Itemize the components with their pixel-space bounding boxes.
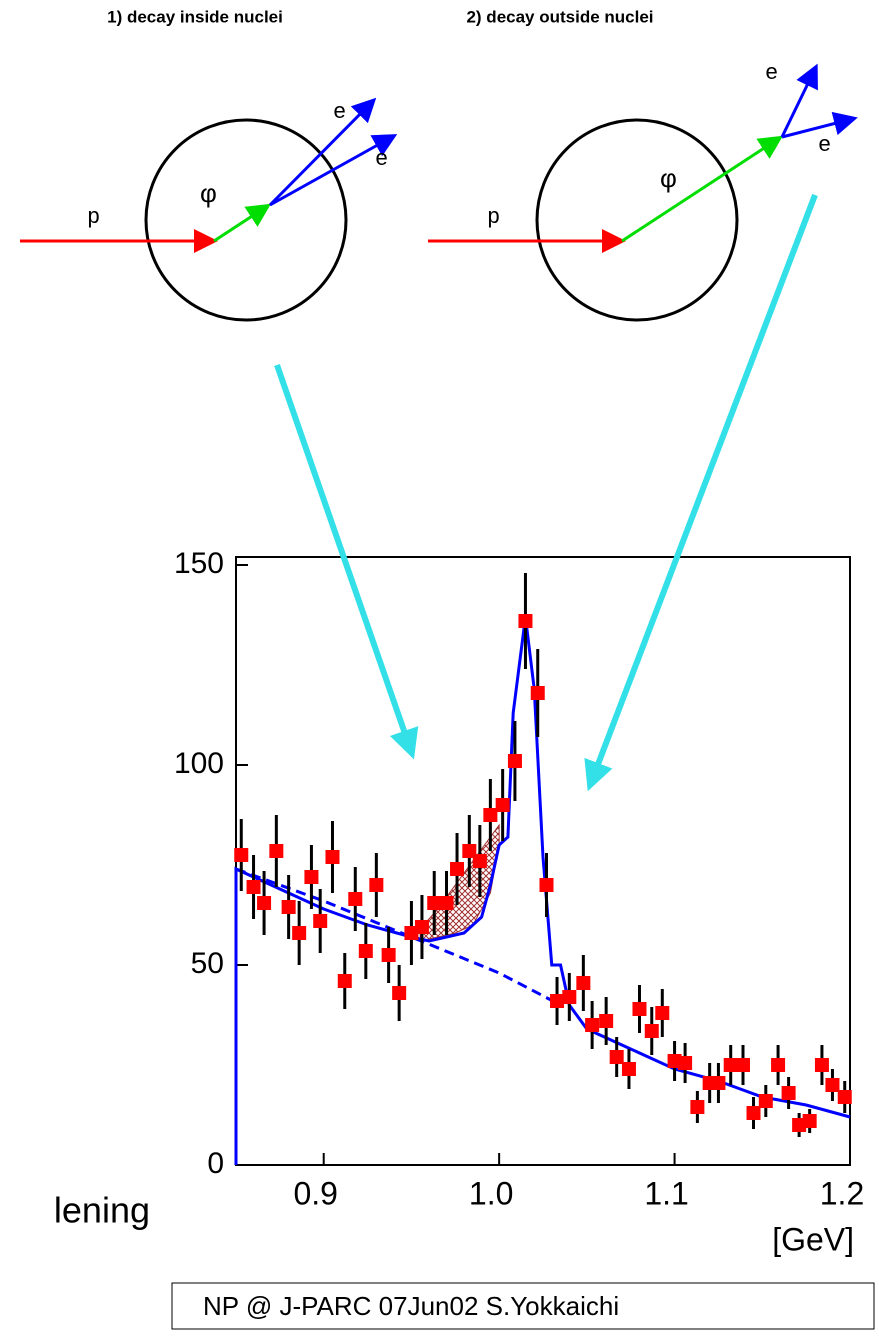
data-point [369,878,384,892]
y-tick-label: 150 [174,547,224,580]
data-point [609,1050,624,1064]
data-point [483,808,498,822]
data-point [439,896,454,910]
x-tick-label: 1.1 [644,1175,688,1211]
data-point [735,1058,750,1072]
data-point [337,974,352,988]
data-point [313,914,328,928]
data-point [655,1006,670,1020]
data-point [462,844,477,858]
data-point [632,1002,647,1016]
model-line [234,616,851,1165]
cut-off-text: lening [54,1190,150,1231]
data-point [771,1058,786,1072]
data-point [814,1058,829,1072]
data-point [758,1094,773,1108]
data-point [348,892,363,906]
data-point [599,1014,614,1028]
data-point [562,990,577,1004]
meson-arrow [213,203,272,243]
footer: NP @ J-PARC 07Jun02 S.Yokkaichi [203,1291,619,1321]
data-point [518,614,533,628]
data-point [621,1062,636,1076]
lepton-label: e [818,133,831,158]
data-point [550,994,565,1008]
data-point [381,948,396,962]
x-tick-label: 1.0 [469,1175,513,1211]
data-point [792,1118,807,1132]
data-point [234,848,249,862]
pointer-arrow [274,364,419,760]
data-point [585,1018,600,1032]
data-point [427,896,442,910]
data-point [644,1024,659,1038]
background-line [235,867,562,1007]
pointer-arrow [584,193,818,792]
data-point [825,1078,840,1092]
data-point [530,686,545,700]
data-point [450,862,465,876]
diagram-title: 1) decay inside nuclei [107,7,283,26]
lepton-label: e [333,100,346,125]
footer-box [171,1282,875,1330]
x-tick-label: 0.9 [293,1175,337,1211]
diagram-inside: 1) decay inside nuclei p φ e e [20,7,398,322]
lepton-label: e [375,147,388,172]
lepton-arrow [781,111,858,139]
x-axis-label: [GeV] [772,1221,854,1257]
data-point [269,844,284,858]
data-point [781,1086,796,1100]
data-point [292,926,307,940]
lepton-arrow [269,134,398,207]
plot: 0 50 100 150 0.9 1.0 1.1 1.2 [GeV] [174,547,864,1258]
data-point [802,1114,817,1128]
meson-label: φ [200,178,217,208]
data-point [507,754,522,768]
data-point [304,870,319,884]
data-point [246,880,261,894]
nucleus [535,118,739,322]
diagram-title: 2) decay outside nuclei [466,7,653,26]
data-point [404,926,419,940]
meson-arrow [621,135,784,243]
data-point [711,1076,726,1090]
data-point [414,920,429,934]
data-point [392,986,407,1000]
data-point [723,1058,738,1072]
diagram-outside: 2) decay outside nuclei p φ e e [428,7,858,322]
data-point [495,798,510,812]
nucleus [144,118,348,322]
data-point [690,1100,705,1114]
data-point [678,1056,693,1070]
data-point [746,1106,761,1120]
data-point [472,854,487,868]
lepton-arrow [268,97,377,207]
beam-label: p [487,205,500,230]
hatched-area [419,823,500,942]
data-point [325,850,340,864]
x-tick-label: 1.2 [820,1175,864,1211]
data-point [837,1090,852,1104]
data-point [539,878,554,892]
data-point [257,896,272,910]
data-point [281,900,296,914]
meson-label: φ [660,163,677,193]
y-tick-label: 100 [174,747,224,780]
beam-label: p [87,205,100,230]
data-point [576,976,591,990]
y-tick-label: 50 [191,947,224,980]
lepton-label: e [765,61,778,86]
y-tick-label: 0 [207,1147,224,1180]
data-point [667,1054,682,1068]
data-point [358,944,373,958]
lepton-arrow [780,63,818,138]
